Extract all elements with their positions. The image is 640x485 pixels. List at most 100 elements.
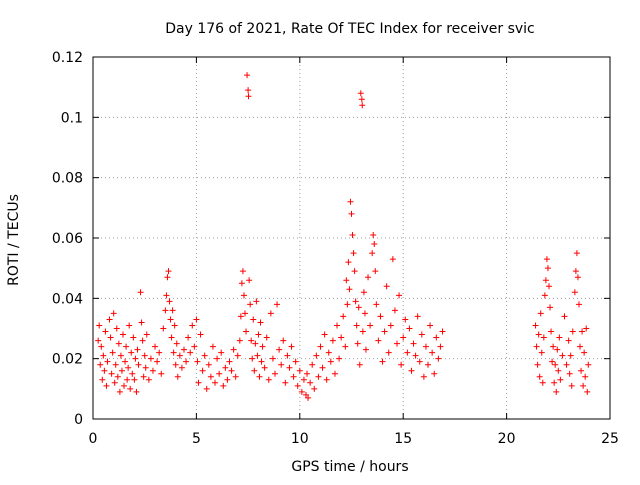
data-point <box>300 376 307 383</box>
data-point <box>158 370 165 377</box>
data-point <box>408 367 415 374</box>
data-point <box>191 343 198 350</box>
data-point <box>344 301 351 308</box>
data-point <box>201 352 208 359</box>
x-tick-label: 20 <box>498 431 516 447</box>
data-point <box>245 93 252 100</box>
data-point <box>100 352 107 359</box>
data-point <box>347 198 354 205</box>
data-point <box>298 388 305 395</box>
data-point <box>358 96 365 103</box>
data-point <box>379 358 386 365</box>
data-point <box>247 301 254 308</box>
data-point <box>288 343 295 350</box>
data-point <box>258 358 265 365</box>
data-point <box>574 274 581 281</box>
data-point <box>342 343 349 350</box>
data-point <box>579 328 586 335</box>
data-point <box>106 316 113 323</box>
data-point <box>183 358 190 365</box>
data-point <box>348 210 355 217</box>
data-point <box>566 370 573 377</box>
data-point <box>375 337 382 344</box>
data-point <box>107 334 114 341</box>
data-point <box>165 268 172 275</box>
data-point <box>246 277 253 284</box>
data-point <box>325 349 332 356</box>
data-point <box>572 268 579 275</box>
data-point <box>385 349 392 356</box>
data-point <box>351 268 358 275</box>
grid-layer <box>93 57 610 419</box>
data-point <box>340 313 347 320</box>
data-point <box>147 355 154 362</box>
data-point <box>132 355 139 362</box>
data-point <box>141 352 148 359</box>
data-point <box>111 379 118 386</box>
data-point <box>549 358 556 365</box>
data-point <box>114 373 121 380</box>
data-point <box>163 292 170 299</box>
data-point <box>431 370 438 377</box>
data-point <box>160 325 167 332</box>
data-point <box>130 334 137 341</box>
data-point <box>539 379 546 386</box>
data-point <box>425 361 432 368</box>
data-point <box>400 334 407 341</box>
data-point <box>255 331 262 338</box>
data-point <box>336 355 343 362</box>
data-point <box>238 280 245 287</box>
data-point <box>383 283 390 290</box>
data-point <box>296 367 303 374</box>
data-point <box>537 310 544 317</box>
data-point <box>104 358 111 365</box>
data-point <box>334 322 341 329</box>
data-point <box>173 340 180 347</box>
data-point <box>232 373 239 380</box>
data-point <box>575 301 582 308</box>
data-point <box>125 364 132 371</box>
data-point <box>117 352 124 359</box>
data-point <box>118 367 125 374</box>
data-point <box>248 337 255 344</box>
data-point <box>195 379 202 386</box>
data-point <box>346 286 353 293</box>
data-point <box>414 313 421 320</box>
data-point <box>350 250 357 257</box>
data-point <box>108 370 115 377</box>
data-point <box>110 310 117 317</box>
data-point <box>361 310 368 317</box>
data-point <box>154 358 161 365</box>
data-point <box>422 343 429 350</box>
data-point <box>345 259 352 266</box>
data-point <box>553 388 560 395</box>
data-point <box>274 301 281 308</box>
data-point <box>252 340 259 347</box>
data-point <box>557 376 564 383</box>
data-point <box>349 231 356 238</box>
data-point <box>369 250 376 257</box>
x-tick-label: 5 <box>192 431 201 447</box>
data-point <box>581 349 588 356</box>
data-point <box>427 322 434 329</box>
data-point <box>433 334 440 341</box>
data-point <box>271 370 278 377</box>
data-point <box>569 328 576 335</box>
data-point <box>367 322 374 329</box>
data-point <box>140 373 147 380</box>
data-point <box>577 343 584 350</box>
data-point <box>112 361 119 368</box>
data-point <box>282 379 289 386</box>
data-point <box>533 343 540 350</box>
data-point <box>259 343 266 350</box>
data-point <box>180 346 187 353</box>
data-point <box>354 340 361 347</box>
data-point <box>360 289 367 296</box>
data-point <box>241 310 248 317</box>
data-point <box>278 361 285 368</box>
data-point <box>547 304 554 311</box>
data-point <box>123 343 130 350</box>
data-point <box>398 361 405 368</box>
data-point <box>124 376 131 383</box>
